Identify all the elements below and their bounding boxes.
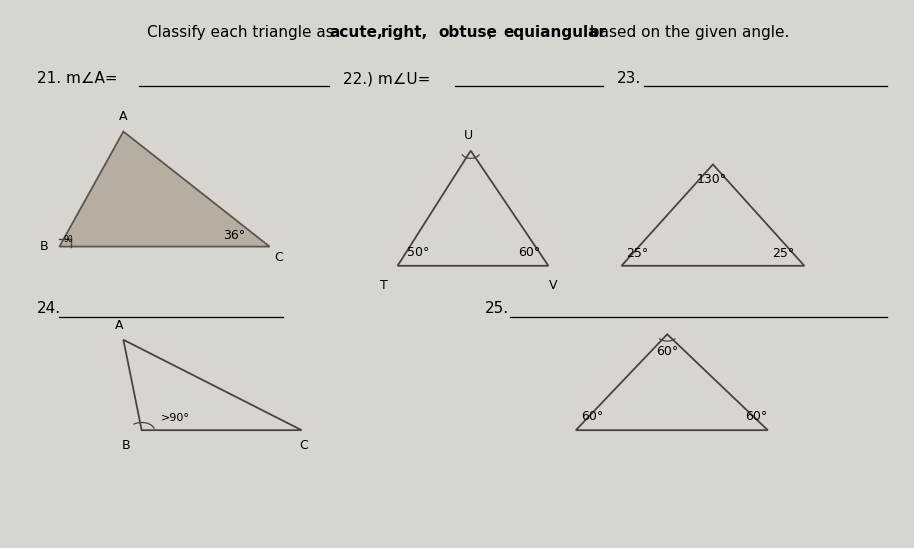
Text: 24.: 24. xyxy=(37,301,60,316)
Text: obtuse: obtuse xyxy=(439,25,497,39)
Text: ,: , xyxy=(483,25,497,39)
Text: 22.) m∠U=: 22.) m∠U= xyxy=(343,71,430,86)
Text: 25°: 25° xyxy=(772,247,794,260)
Text: 60°: 60° xyxy=(656,345,678,358)
Text: A: A xyxy=(119,110,128,123)
Text: U: U xyxy=(463,129,473,142)
Text: >90°: >90° xyxy=(161,413,190,423)
Text: C: C xyxy=(299,439,308,453)
Text: Classify each triangle as: Classify each triangle as xyxy=(147,25,339,39)
Text: V: V xyxy=(548,279,558,293)
Text: 50°: 50° xyxy=(407,246,429,259)
Text: B: B xyxy=(40,240,48,253)
Text: 25.: 25. xyxy=(484,301,508,316)
Text: right,: right, xyxy=(380,25,428,39)
Text: 25°: 25° xyxy=(626,247,648,260)
Text: 90: 90 xyxy=(64,235,74,244)
Text: 60°: 60° xyxy=(581,410,603,423)
Text: C: C xyxy=(274,251,283,264)
Text: 23.: 23. xyxy=(617,71,642,86)
Text: 21. m∠A=: 21. m∠A= xyxy=(37,71,117,86)
Text: acute,: acute, xyxy=(329,25,383,39)
Text: 60°: 60° xyxy=(745,410,767,423)
Text: A: A xyxy=(114,318,123,332)
Text: 60°: 60° xyxy=(518,246,540,259)
Polygon shape xyxy=(59,132,270,247)
Text: T: T xyxy=(380,279,388,293)
Text: 130°: 130° xyxy=(696,173,727,186)
Text: equiangular: equiangular xyxy=(504,25,607,39)
Text: based on the given angle.: based on the given angle. xyxy=(585,25,789,39)
Text: B: B xyxy=(122,439,131,453)
Text: 36°: 36° xyxy=(223,229,245,242)
